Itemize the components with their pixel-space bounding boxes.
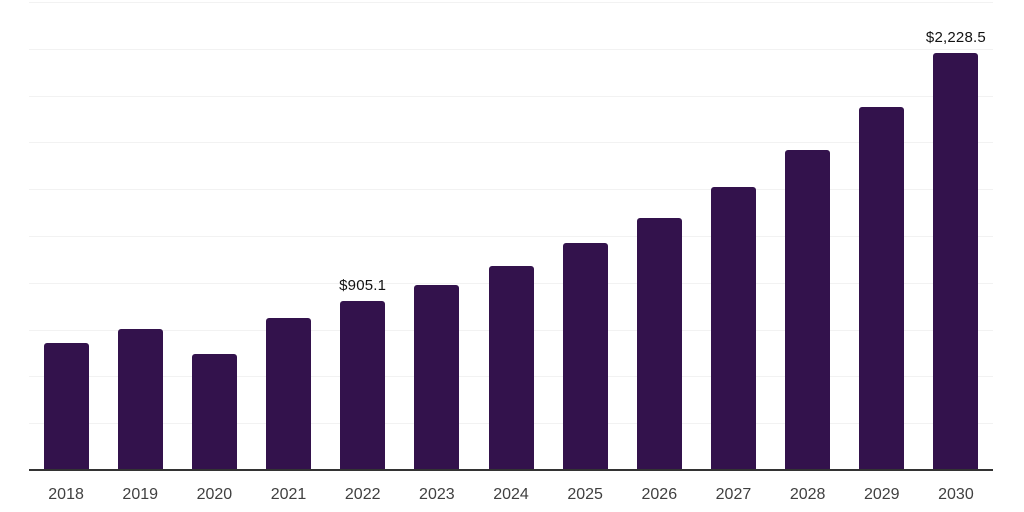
bar-2027 <box>710 187 756 470</box>
bar-2020 <box>191 353 237 470</box>
x-tick-label-2025: 2025 <box>567 486 603 503</box>
bar-2019 <box>117 328 163 470</box>
bar-2030 <box>933 52 979 470</box>
bar-2025 <box>562 243 608 470</box>
bar-2029 <box>859 107 905 470</box>
bar-2018 <box>43 342 89 470</box>
bar-2022 <box>340 300 386 470</box>
plot-area: $905.1 $2,228.5 <box>29 2 993 470</box>
x-tick-label-2019: 2019 <box>122 486 159 503</box>
x-tick-label-2027: 2027 <box>715 486 752 503</box>
bar-2023 <box>414 285 460 470</box>
bar-value-label-2030: $2,228.5 <box>925 28 986 46</box>
x-tick-label-2022: 2022 <box>344 486 381 503</box>
gridline <box>29 142 993 144</box>
x-tick-label-2024: 2024 <box>493 486 529 503</box>
x-tick-label-2029: 2029 <box>863 486 900 503</box>
x-tick-label-2028: 2028 <box>789 486 826 503</box>
gridline <box>29 95 993 97</box>
bar-2024 <box>488 265 534 470</box>
x-tick-label-2020: 2020 <box>196 486 233 503</box>
x-tick-label-2030: 2030 <box>938 486 974 503</box>
gridline <box>29 236 993 237</box>
bar-2026 <box>636 218 682 470</box>
gridline <box>29 2 993 3</box>
x-tick-label-2023: 2023 <box>419 486 455 503</box>
bar-2028 <box>785 149 831 470</box>
bar-value-label-2022: $905.1 <box>339 276 387 294</box>
x-tick-label-2018: 2018 <box>48 486 84 503</box>
x-axis-line <box>29 469 993 471</box>
gridline <box>29 189 993 191</box>
x-tick-label-2026: 2026 <box>641 486 678 503</box>
bar-2021 <box>266 318 312 470</box>
gridline <box>29 48 993 50</box>
x-tick-label-2021: 2021 <box>270 486 307 503</box>
